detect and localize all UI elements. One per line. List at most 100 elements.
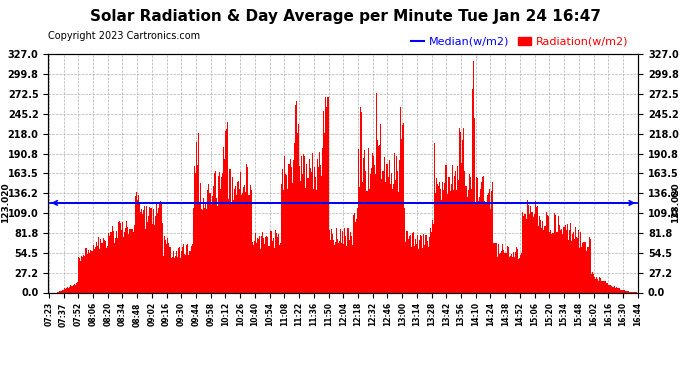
Bar bbox=[360, 107, 361, 292]
Bar bbox=[510, 256, 511, 292]
Bar bbox=[482, 177, 484, 292]
Bar bbox=[532, 212, 533, 292]
Bar bbox=[273, 238, 274, 292]
Bar bbox=[359, 187, 360, 292]
Bar bbox=[255, 233, 256, 292]
Bar bbox=[253, 245, 254, 292]
Bar bbox=[520, 255, 522, 292]
Bar bbox=[577, 238, 578, 292]
Bar bbox=[566, 224, 568, 292]
Bar bbox=[322, 148, 323, 292]
Bar bbox=[155, 216, 156, 292]
Bar bbox=[448, 177, 450, 292]
Bar bbox=[176, 251, 177, 292]
Bar bbox=[145, 229, 146, 292]
Bar bbox=[344, 228, 346, 292]
Bar bbox=[128, 234, 130, 292]
Bar bbox=[514, 257, 515, 292]
Bar bbox=[297, 132, 298, 292]
Bar bbox=[401, 139, 402, 292]
Bar bbox=[306, 164, 308, 292]
Bar bbox=[395, 180, 396, 292]
Bar bbox=[165, 240, 166, 292]
Bar bbox=[440, 189, 441, 292]
Bar bbox=[68, 288, 70, 292]
Bar bbox=[58, 291, 59, 292]
Bar bbox=[230, 202, 232, 292]
Bar bbox=[283, 190, 284, 292]
Bar bbox=[266, 236, 268, 292]
Bar bbox=[233, 200, 234, 292]
Bar bbox=[533, 217, 534, 292]
Bar bbox=[569, 230, 570, 292]
Bar bbox=[205, 204, 206, 292]
Bar bbox=[530, 206, 531, 292]
Bar bbox=[262, 232, 263, 292]
Bar bbox=[300, 181, 301, 292]
Bar bbox=[496, 243, 497, 292]
Bar bbox=[221, 177, 222, 292]
Bar bbox=[152, 209, 154, 292]
Bar bbox=[312, 153, 313, 292]
Bar bbox=[135, 196, 136, 292]
Bar bbox=[106, 248, 108, 292]
Bar bbox=[337, 238, 338, 292]
Bar bbox=[584, 243, 586, 292]
Bar bbox=[318, 167, 319, 292]
Bar bbox=[419, 240, 420, 292]
Bar bbox=[292, 183, 293, 292]
Bar bbox=[410, 235, 411, 292]
Bar bbox=[257, 238, 258, 292]
Bar bbox=[85, 248, 86, 292]
Bar bbox=[509, 257, 510, 292]
Bar bbox=[92, 245, 94, 292]
Bar bbox=[220, 189, 221, 292]
Bar bbox=[134, 225, 135, 292]
Bar bbox=[411, 247, 412, 292]
Bar bbox=[406, 231, 408, 292]
Bar bbox=[575, 227, 576, 292]
Bar bbox=[117, 238, 118, 292]
Bar bbox=[338, 243, 339, 292]
Bar bbox=[354, 213, 355, 292]
Bar bbox=[210, 203, 212, 292]
Bar bbox=[201, 209, 202, 292]
Bar bbox=[627, 291, 628, 292]
Bar bbox=[212, 196, 213, 292]
Bar bbox=[511, 254, 512, 292]
Bar bbox=[116, 231, 117, 292]
Bar bbox=[67, 287, 68, 292]
Bar bbox=[397, 171, 398, 292]
Bar bbox=[576, 237, 577, 292]
Bar bbox=[296, 101, 297, 292]
Bar bbox=[602, 281, 604, 292]
Bar bbox=[146, 206, 148, 292]
Bar bbox=[88, 250, 90, 292]
Bar bbox=[444, 183, 446, 292]
Bar bbox=[518, 260, 519, 292]
Bar bbox=[248, 195, 250, 292]
Bar bbox=[144, 206, 145, 292]
Bar bbox=[394, 153, 395, 292]
Bar bbox=[101, 243, 102, 292]
Bar bbox=[340, 229, 341, 292]
Bar bbox=[302, 174, 303, 292]
Bar bbox=[515, 252, 516, 292]
Bar bbox=[446, 195, 448, 292]
Bar bbox=[301, 156, 302, 292]
Bar bbox=[132, 232, 134, 292]
Bar bbox=[136, 192, 137, 292]
Bar bbox=[142, 214, 143, 292]
Bar bbox=[616, 287, 617, 292]
Bar bbox=[275, 230, 276, 292]
Bar bbox=[538, 226, 539, 292]
Bar bbox=[588, 247, 589, 292]
Bar bbox=[137, 200, 138, 292]
Bar bbox=[330, 240, 331, 292]
Bar bbox=[226, 129, 228, 292]
Bar bbox=[400, 107, 401, 292]
Bar bbox=[556, 232, 557, 292]
Bar bbox=[450, 191, 451, 292]
Bar bbox=[590, 238, 591, 292]
Bar bbox=[316, 190, 317, 292]
